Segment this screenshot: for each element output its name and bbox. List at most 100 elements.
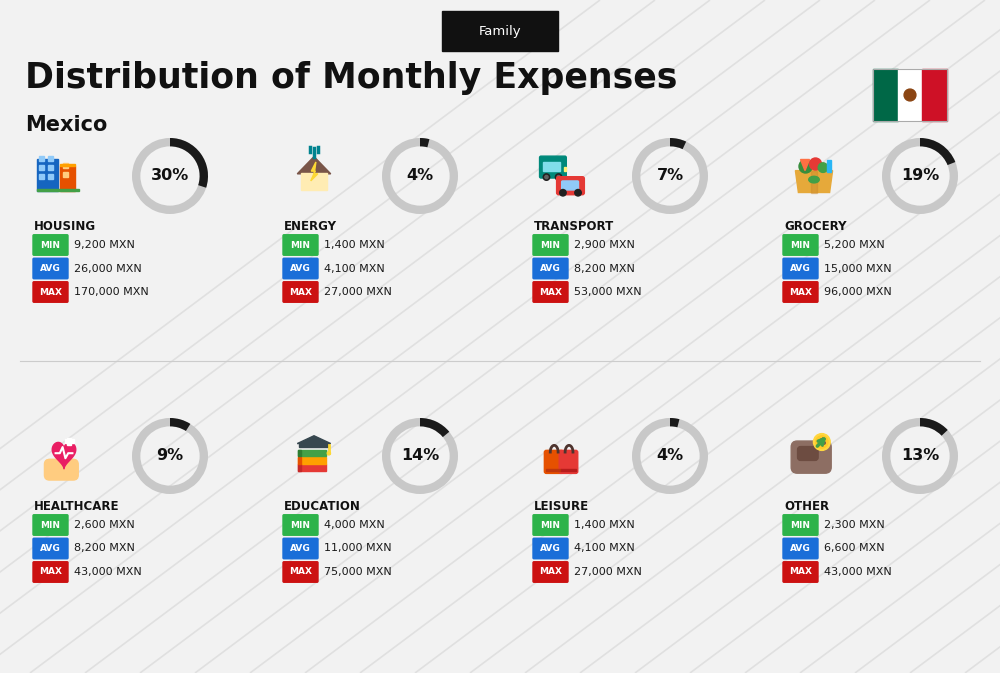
Text: MAX: MAX: [39, 287, 62, 297]
Bar: [827, 160, 831, 172]
Bar: [543, 162, 560, 170]
Text: Distribution of Monthly Expenses: Distribution of Monthly Expenses: [25, 61, 677, 95]
Text: 8,200 MXN: 8,200 MXN: [74, 544, 135, 553]
Polygon shape: [297, 157, 331, 174]
Circle shape: [557, 176, 560, 179]
Polygon shape: [297, 435, 331, 444]
Bar: [60, 164, 75, 166]
Text: 9,200 MXN: 9,200 MXN: [74, 240, 135, 250]
Text: LEISURE: LEISURE: [534, 500, 589, 513]
Wedge shape: [170, 138, 208, 188]
FancyBboxPatch shape: [783, 538, 818, 559]
Bar: [39, 174, 44, 179]
Text: 1,400 MXN: 1,400 MXN: [574, 520, 635, 530]
Circle shape: [818, 163, 828, 172]
Bar: [63, 164, 68, 168]
Circle shape: [904, 89, 916, 101]
FancyBboxPatch shape: [283, 538, 318, 559]
Circle shape: [543, 174, 550, 180]
FancyBboxPatch shape: [783, 562, 818, 582]
Circle shape: [560, 190, 566, 196]
Text: 11,000 MXN: 11,000 MXN: [324, 544, 392, 553]
Circle shape: [816, 436, 828, 448]
Text: MAX: MAX: [39, 567, 62, 577]
Text: 27,000 MXN: 27,000 MXN: [324, 287, 392, 297]
Text: 170,000 MXN: 170,000 MXN: [74, 287, 149, 297]
Bar: [48, 165, 53, 170]
Text: MIN: MIN: [40, 520, 60, 530]
Text: MAX: MAX: [539, 567, 562, 577]
Text: 43,000 MXN: 43,000 MXN: [824, 567, 892, 577]
Bar: [873, 69, 947, 121]
FancyBboxPatch shape: [44, 460, 78, 480]
Wedge shape: [920, 138, 955, 165]
Bar: [39, 156, 44, 161]
FancyBboxPatch shape: [283, 562, 318, 582]
FancyBboxPatch shape: [33, 282, 68, 302]
FancyBboxPatch shape: [45, 460, 77, 472]
FancyBboxPatch shape: [533, 235, 568, 255]
Wedge shape: [382, 418, 458, 494]
Text: $: $: [818, 437, 826, 447]
Text: 7%: 7%: [656, 168, 684, 184]
Bar: [922, 69, 947, 121]
Circle shape: [575, 190, 581, 196]
Text: 4,000 MXN: 4,000 MXN: [324, 520, 385, 530]
Bar: [298, 464, 300, 471]
Circle shape: [555, 174, 562, 180]
Wedge shape: [170, 418, 190, 431]
Bar: [60, 166, 75, 191]
Text: MIN: MIN: [791, 240, 811, 250]
Text: AVG: AVG: [790, 264, 811, 273]
Bar: [298, 457, 300, 464]
FancyBboxPatch shape: [791, 441, 831, 473]
Text: 2,900 MXN: 2,900 MXN: [574, 240, 635, 250]
Bar: [811, 170, 817, 192]
Text: 43,000 MXN: 43,000 MXN: [74, 567, 142, 577]
Text: MAX: MAX: [539, 287, 562, 297]
Text: 13%: 13%: [901, 448, 939, 464]
Polygon shape: [795, 170, 833, 192]
Text: MAX: MAX: [789, 287, 812, 297]
Polygon shape: [299, 444, 329, 448]
Polygon shape: [801, 160, 810, 170]
Text: HEALTHCARE: HEALTHCARE: [34, 500, 120, 513]
Text: AVG: AVG: [540, 264, 561, 273]
Text: MIN: MIN: [40, 240, 60, 250]
Text: 96,000 MXN: 96,000 MXN: [824, 287, 892, 297]
Wedge shape: [632, 418, 708, 494]
Text: MIN: MIN: [791, 520, 811, 530]
FancyBboxPatch shape: [283, 235, 318, 255]
FancyBboxPatch shape: [533, 538, 568, 559]
Text: 2,600 MXN: 2,600 MXN: [74, 520, 135, 530]
Text: 75,000 MXN: 75,000 MXN: [324, 567, 392, 577]
Bar: [546, 468, 561, 471]
Wedge shape: [632, 138, 708, 214]
Bar: [65, 439, 74, 444]
Text: MAX: MAX: [789, 567, 812, 577]
Text: AVG: AVG: [540, 544, 561, 553]
Circle shape: [813, 433, 830, 450]
Text: TRANSPORT: TRANSPORT: [534, 220, 614, 233]
Circle shape: [327, 452, 330, 455]
FancyBboxPatch shape: [298, 457, 326, 464]
Text: AVG: AVG: [40, 544, 61, 553]
Bar: [67, 437, 71, 446]
Bar: [298, 450, 300, 456]
Text: AVG: AVG: [40, 264, 61, 273]
Bar: [37, 189, 79, 191]
FancyBboxPatch shape: [33, 235, 68, 255]
FancyBboxPatch shape: [783, 235, 818, 255]
Bar: [561, 468, 576, 471]
Bar: [564, 167, 566, 170]
Text: GROCERY: GROCERY: [784, 220, 847, 233]
Wedge shape: [420, 418, 449, 437]
FancyBboxPatch shape: [533, 562, 568, 582]
Text: HOUSING: HOUSING: [34, 220, 96, 233]
FancyBboxPatch shape: [33, 258, 68, 279]
Wedge shape: [420, 138, 429, 147]
Text: 4%: 4%: [406, 168, 434, 184]
Text: MIN: MIN: [540, 240, 560, 250]
Text: 6,600 MXN: 6,600 MXN: [824, 544, 885, 553]
FancyBboxPatch shape: [533, 515, 568, 535]
